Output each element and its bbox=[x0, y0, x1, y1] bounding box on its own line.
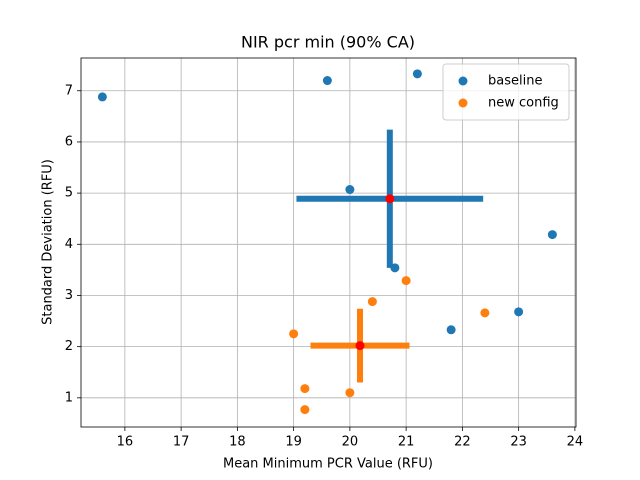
y-tick-label: 5 bbox=[65, 186, 73, 201]
x-tick-label: 17 bbox=[173, 435, 190, 450]
x-tick-label: 20 bbox=[342, 435, 359, 450]
x-tick-label: 24 bbox=[567, 435, 584, 450]
x-tick-label: 16 bbox=[117, 435, 134, 450]
x-tick-label: 22 bbox=[454, 435, 471, 450]
legend-label: baseline bbox=[488, 74, 542, 89]
legend-marker bbox=[458, 76, 468, 86]
legend-marker bbox=[458, 98, 468, 108]
plot-marks bbox=[97, 69, 557, 415]
y-tick-label: 2 bbox=[65, 339, 73, 354]
x-tick-label: 23 bbox=[510, 435, 527, 450]
data-point bbox=[480, 308, 490, 318]
plot-frame bbox=[80, 57, 577, 428]
mean-point bbox=[355, 341, 365, 351]
data-point bbox=[300, 405, 310, 415]
y-tick-label: 1 bbox=[65, 390, 73, 405]
legend-box bbox=[442, 63, 570, 121]
data-point bbox=[97, 92, 107, 102]
legend-label: new config bbox=[488, 96, 559, 111]
data-point bbox=[345, 185, 355, 195]
y-tick-label: 6 bbox=[65, 134, 73, 149]
x-axis-label: Mean Minimum PCR Value (RFU) bbox=[223, 457, 433, 472]
data-point bbox=[300, 384, 310, 394]
data-point bbox=[345, 388, 355, 398]
data-point bbox=[289, 329, 299, 339]
legend: baseline new config bbox=[442, 63, 570, 121]
data-point bbox=[412, 69, 422, 79]
data-point bbox=[446, 325, 456, 335]
y-tick-label: 3 bbox=[65, 288, 73, 303]
y-tick-label: 7 bbox=[65, 83, 73, 98]
chart-title: NIR pcr min (90% CA) bbox=[241, 33, 415, 52]
x-tick-label: 19 bbox=[285, 435, 302, 450]
data-point bbox=[547, 230, 557, 240]
y-tick-label: 4 bbox=[65, 237, 73, 252]
data-point bbox=[401, 276, 411, 286]
x-tick-label: 21 bbox=[398, 435, 415, 450]
data-point bbox=[367, 297, 377, 307]
mean-point bbox=[385, 194, 395, 204]
data-point bbox=[514, 307, 524, 317]
x-tick-label: 18 bbox=[229, 435, 246, 450]
y-axis-label: Standard Deviation (RFU) bbox=[41, 159, 56, 325]
data-point bbox=[322, 76, 332, 86]
